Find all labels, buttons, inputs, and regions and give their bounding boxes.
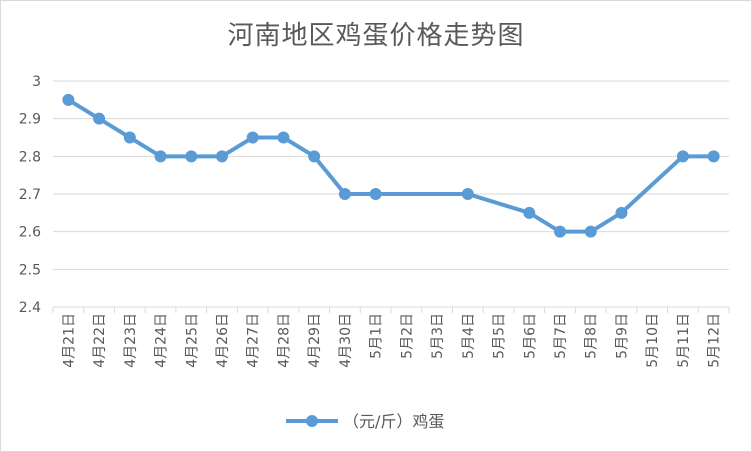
data-point [461,188,474,200]
y-tick-label: 2.7 [19,187,41,203]
y-tick-label: 2.6 [19,225,41,241]
data-point [338,188,351,200]
x-tick-label: 4月23日 [123,313,139,368]
data-point [615,206,628,219]
x-tick-label: 5月11日 [676,313,692,368]
x-tick-label: 5月2日 [399,313,415,359]
x-tick-label: 5月9日 [614,313,630,359]
data-point [216,150,228,163]
data-point [123,131,136,144]
x-tick-label: 5月6日 [522,313,538,359]
series-line [67,98,714,234]
series-layer [62,93,720,238]
x-tick-label: 4月29日 [307,313,323,368]
x-tick-label: 5月1日 [369,313,385,359]
data-point [523,206,536,219]
data-point [676,150,689,163]
x-tick-label: 4月22日 [92,313,108,368]
data-point [308,150,321,163]
y-tick-label: 3 [32,74,41,90]
x-tick-label: 5月3日 [430,313,446,359]
data-point [277,131,290,144]
x-tick-label: 5月12日 [707,313,723,368]
x-tick-label: 4月21日 [61,313,77,368]
data-point [707,150,720,163]
data-point [584,225,597,238]
data-point [185,150,198,163]
y-tick-label: 2.9 [19,112,41,128]
y-tick-label: 2.4 [19,300,41,316]
data-point [554,225,566,238]
x-tick-label: 4月27日 [246,313,262,368]
x-tick-label: 4月25日 [184,313,200,368]
chart-title: 河南地区鸡蛋价格走势图 [227,21,525,51]
y-axis: 2.4 2.5 2.6 2.7 2.8 2.9 3 [19,74,41,316]
x-tick-label: 4月26日 [215,313,231,368]
data-point [369,188,382,200]
data-point [246,131,259,144]
x-tick-label: 5月7日 [553,313,569,359]
legend-dot-marker [306,415,318,427]
x-tick-label: 5月5日 [492,313,508,359]
data-point [93,112,106,125]
x-tick-label: 5月10日 [645,313,661,368]
y-tick-label: 2.8 [19,149,41,165]
x-tick-label: 4月30日 [338,313,354,368]
y-tick-label: 2.5 [19,262,41,278]
gridlines [53,80,729,308]
x-tick-label: 5月8日 [584,313,600,359]
x-tick-label: 4月24日 [154,313,170,368]
data-point [154,150,167,163]
legend: （元/斤）鸡蛋 [286,412,444,431]
x-tick-label: 5月4日 [461,313,477,359]
x-tick-label: 4月28日 [276,313,292,368]
data-point [62,93,75,106]
x-axis: 4月21日 4月22日 4月23日 4月24日 4月25日 4月26日 4月27日 4月28日… [52,307,730,368]
legend-label: （元/斤）鸡蛋 [343,412,444,431]
